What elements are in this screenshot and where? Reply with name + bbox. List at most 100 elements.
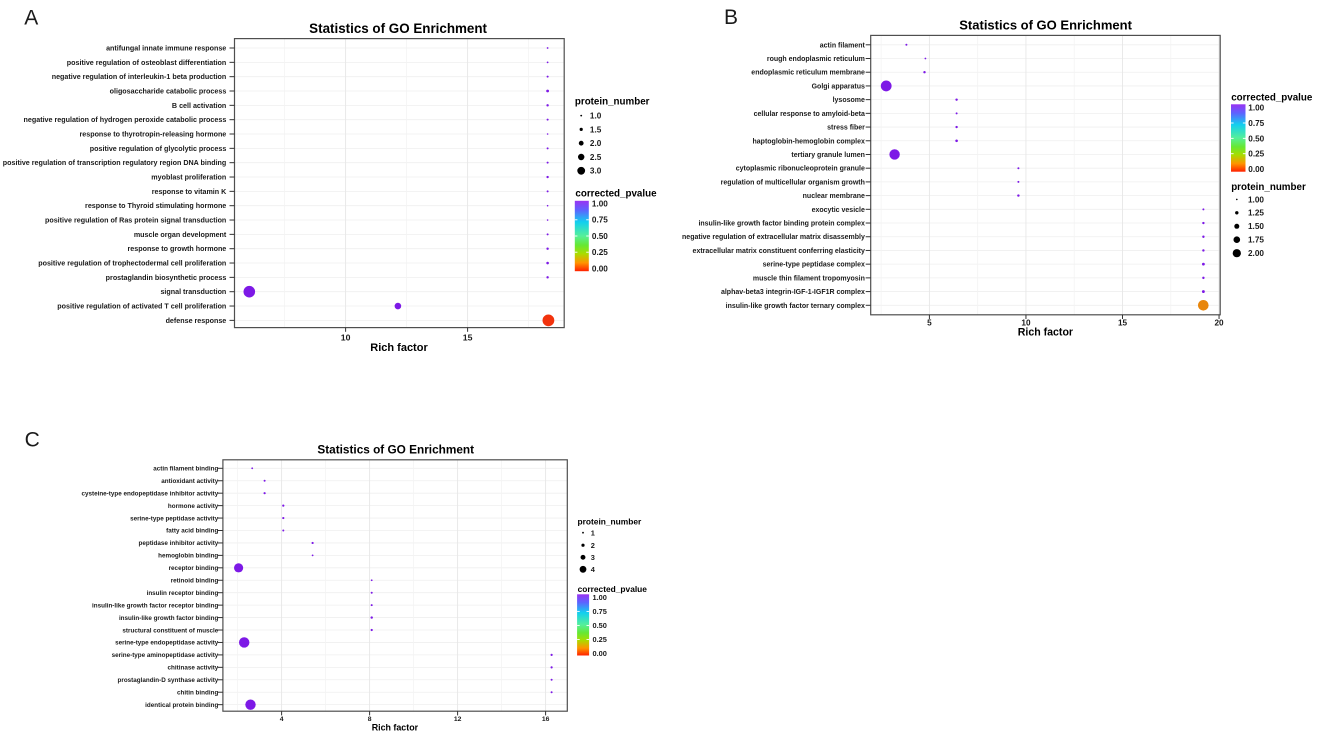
svg-text:hormone activity: hormone activity bbox=[168, 503, 219, 510]
svg-text:1.00: 1.00 bbox=[1248, 104, 1264, 113]
svg-text:2.0: 2.0 bbox=[590, 139, 602, 148]
svg-text:endoplasmic reticulum membrane: endoplasmic reticulum membrane bbox=[751, 70, 865, 77]
svg-text:response to growth hormone: response to growth hormone bbox=[128, 245, 227, 253]
svg-text:negative regulation of extrace: negative regulation of extracellular mat… bbox=[682, 234, 865, 241]
svg-text:4: 4 bbox=[591, 565, 596, 574]
svg-text:3.0: 3.0 bbox=[590, 167, 602, 176]
svg-text:insulin receptor binding: insulin receptor binding bbox=[147, 590, 219, 597]
svg-text:Rich factor: Rich factor bbox=[1018, 327, 1073, 339]
svg-text:corrected_pvalue: corrected_pvalue bbox=[575, 189, 657, 200]
svg-text:chitinase activity: chitinase activity bbox=[168, 665, 219, 672]
svg-text:actin filament binding: actin filament binding bbox=[153, 466, 218, 473]
svg-text:rough endoplasmic reticulum: rough endoplasmic reticulum bbox=[767, 56, 865, 63]
svg-text:serine-type peptidase activity: serine-type peptidase activity bbox=[130, 515, 219, 522]
svg-text:protein_number: protein_number bbox=[578, 517, 642, 527]
svg-text:Statistics of GO Enrichment: Statistics of GO Enrichment bbox=[959, 18, 1132, 33]
svg-text:0.50: 0.50 bbox=[1248, 134, 1264, 143]
svg-text:Rich factor: Rich factor bbox=[372, 722, 419, 732]
svg-text:hemoglobin binding: hemoglobin binding bbox=[158, 553, 218, 560]
svg-text:signal transduction: signal transduction bbox=[160, 288, 226, 296]
svg-text:actin filament: actin filament bbox=[820, 42, 866, 49]
svg-text:15: 15 bbox=[463, 333, 473, 343]
svg-text:muscle organ development: muscle organ development bbox=[134, 231, 227, 239]
svg-text:1.00: 1.00 bbox=[1248, 195, 1264, 204]
svg-text:0.75: 0.75 bbox=[1248, 119, 1264, 128]
svg-text:insulin-like growth factor bin: insulin-like growth factor binding bbox=[119, 615, 219, 622]
svg-text:0.00: 0.00 bbox=[1248, 165, 1264, 174]
svg-text:0.50: 0.50 bbox=[593, 621, 607, 630]
svg-text:2.5: 2.5 bbox=[590, 153, 602, 162]
svg-text:Statistics of GO Enrichment: Statistics of GO Enrichment bbox=[309, 21, 487, 36]
svg-text:Golgi apparatus: Golgi apparatus bbox=[812, 83, 865, 90]
svg-text:response to vitamin K: response to vitamin K bbox=[152, 188, 227, 196]
svg-text:protein_number: protein_number bbox=[575, 97, 650, 108]
svg-text:positive regulation of Ras pro: positive regulation of Ras protein signa… bbox=[45, 217, 226, 225]
svg-text:C: C bbox=[25, 428, 40, 451]
svg-text:positive regulation of osteobl: positive regulation of osteoblast differ… bbox=[67, 59, 227, 67]
svg-text:4: 4 bbox=[280, 716, 284, 723]
svg-text:1.5: 1.5 bbox=[590, 125, 602, 134]
svg-text:20: 20 bbox=[1214, 318, 1224, 327]
svg-text:1.0: 1.0 bbox=[590, 112, 602, 121]
svg-text:0.25: 0.25 bbox=[1248, 150, 1264, 159]
svg-text:1.00: 1.00 bbox=[592, 200, 608, 209]
svg-text:stress fiber: stress fiber bbox=[827, 125, 865, 132]
svg-text:Rich factor: Rich factor bbox=[370, 342, 428, 354]
svg-text:retinoid binding: retinoid binding bbox=[171, 578, 219, 585]
svg-text:0.00: 0.00 bbox=[592, 264, 608, 273]
svg-text:cytoplasmic ribonucleoprotein: cytoplasmic ribonucleoprotein granule bbox=[736, 166, 865, 173]
svg-text:insulin-like growth factor rec: insulin-like growth factor receptor bind… bbox=[92, 602, 218, 609]
svg-text:exocytic vesicle: exocytic vesicle bbox=[812, 207, 865, 214]
svg-text:response to Thyroid stimulatin: response to Thyroid stimulating hormone bbox=[85, 202, 226, 210]
svg-text:haptoglobin-hemoglobin complex: haptoglobin-hemoglobin complex bbox=[753, 138, 865, 145]
svg-text:1.75: 1.75 bbox=[1248, 236, 1264, 245]
svg-text:10: 10 bbox=[1021, 318, 1031, 327]
svg-text:extracellular matrix constitue: extracellular matrix constituent conferr… bbox=[693, 248, 865, 255]
svg-text:chitin binding: chitin binding bbox=[177, 689, 218, 696]
svg-text:defense response: defense response bbox=[166, 317, 227, 325]
svg-text:response to thyrotropin-releas: response to thyrotropin-releasing hormon… bbox=[79, 131, 226, 139]
svg-text:peptidase inhibitor activity: peptidase inhibitor activity bbox=[139, 540, 219, 547]
svg-text:oligosaccharide catabolic proc: oligosaccharide catabolic process bbox=[110, 88, 227, 96]
svg-text:corrected_pvalue: corrected_pvalue bbox=[578, 584, 648, 594]
svg-text:8: 8 bbox=[368, 716, 372, 723]
svg-text:muscle thin filament tropomyos: muscle thin filament tropomyosin bbox=[753, 275, 865, 282]
svg-text:12: 12 bbox=[454, 716, 462, 723]
svg-text:identical protein binding: identical protein binding bbox=[145, 702, 218, 709]
svg-text:0.75: 0.75 bbox=[592, 216, 608, 225]
svg-text:1: 1 bbox=[591, 528, 595, 537]
svg-text:1.25: 1.25 bbox=[1248, 209, 1264, 218]
svg-text:antifungal innate immune respo: antifungal innate immune response bbox=[106, 45, 226, 53]
svg-text:insulin-like growth factor bin: insulin-like growth factor binding prote… bbox=[698, 221, 865, 228]
svg-text:negative regulation of hydroge: negative regulation of hydrogen peroxide… bbox=[24, 116, 227, 124]
svg-text:B: B bbox=[724, 6, 738, 29]
svg-text:2.00: 2.00 bbox=[1248, 249, 1264, 258]
svg-text:positive regulation of glycoly: positive regulation of glycolytic proces… bbox=[90, 145, 227, 153]
svg-text:positive regulation of trophec: positive regulation of trophectodermal c… bbox=[38, 260, 226, 268]
svg-text:myoblast proliferation: myoblast proliferation bbox=[151, 174, 226, 182]
svg-text:3: 3 bbox=[591, 553, 595, 562]
svg-text:10: 10 bbox=[341, 333, 351, 343]
svg-text:cellular response to amyloid-b: cellular response to amyloid-beta bbox=[754, 111, 865, 118]
svg-text:1.50: 1.50 bbox=[1248, 222, 1264, 231]
svg-text:0.00: 0.00 bbox=[593, 649, 607, 658]
svg-text:0.25: 0.25 bbox=[592, 248, 608, 257]
svg-text:1.00: 1.00 bbox=[593, 593, 607, 602]
svg-text:antioxidant activity: antioxidant activity bbox=[161, 478, 219, 485]
svg-text:16: 16 bbox=[542, 716, 550, 723]
svg-text:2: 2 bbox=[591, 541, 595, 550]
svg-text:structural constituent of musc: structural constituent of muscle bbox=[122, 627, 218, 634]
svg-text:prostaglandin-D synthase activ: prostaglandin-D synthase activity bbox=[118, 677, 219, 684]
svg-text:B cell activation: B cell activation bbox=[172, 102, 226, 110]
svg-text:cysteine-type endopeptidase in: cysteine-type endopeptidase inhibitor ac… bbox=[81, 490, 218, 497]
svg-text:insulin-like growth factor ter: insulin-like growth factor ternary compl… bbox=[726, 303, 865, 310]
svg-text:serine-type peptidase complex: serine-type peptidase complex bbox=[763, 262, 865, 269]
svg-text:A: A bbox=[24, 7, 38, 30]
svg-text:protein_number: protein_number bbox=[1231, 182, 1306, 193]
svg-text:positive regulation of transcr: positive regulation of transcription reg… bbox=[3, 159, 227, 167]
svg-text:receptor binding: receptor binding bbox=[169, 565, 219, 572]
svg-text:5: 5 bbox=[927, 318, 932, 327]
svg-text:0.75: 0.75 bbox=[593, 607, 607, 616]
svg-text:Statistics of GO Enrichment: Statistics of GO Enrichment bbox=[317, 442, 474, 456]
svg-text:serine-type endopeptidase acti: serine-type endopeptidase activity bbox=[115, 640, 219, 647]
